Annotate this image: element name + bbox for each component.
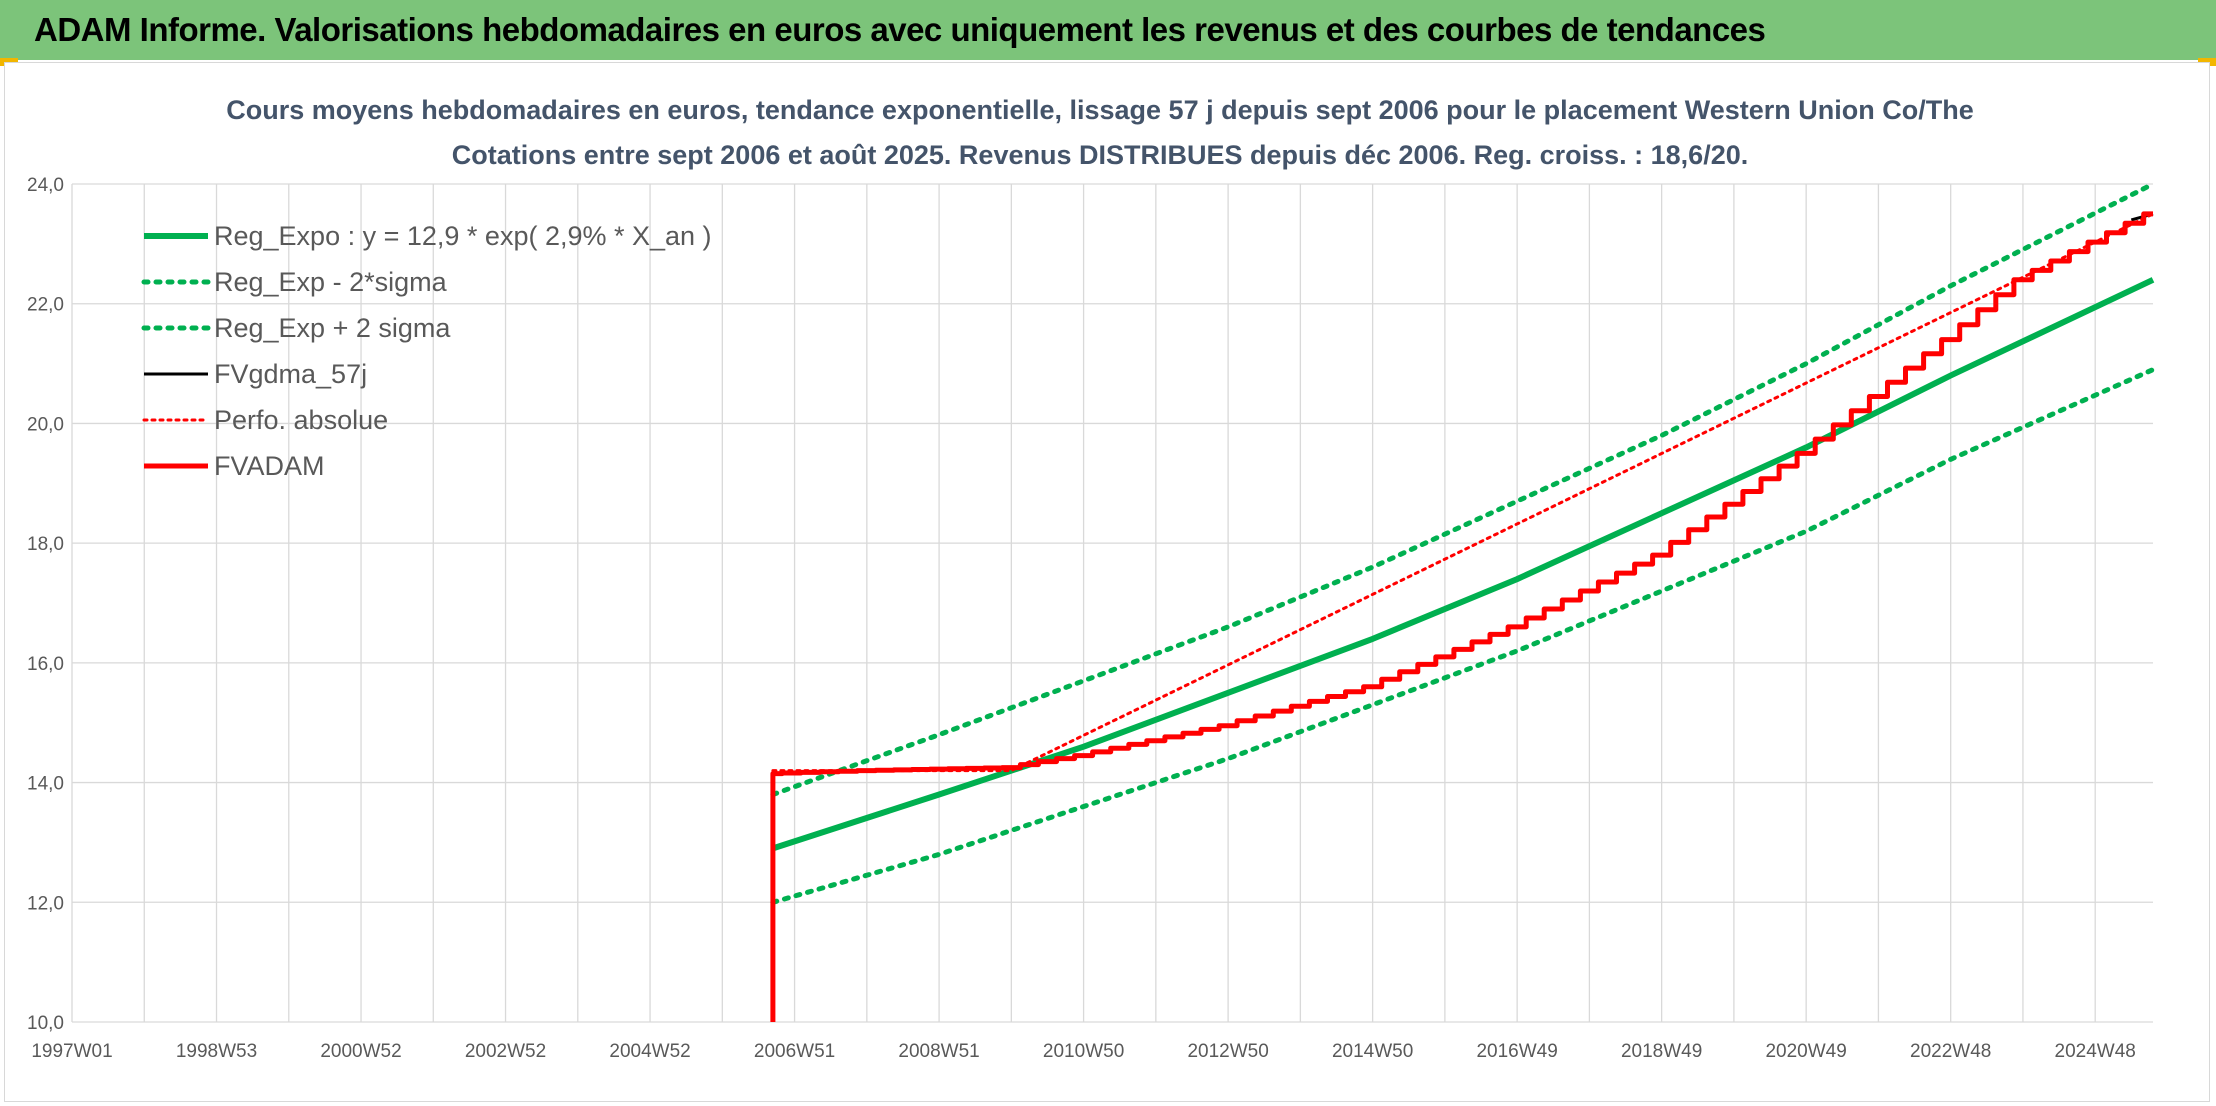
legend-label-5: FVADAM — [214, 451, 325, 481]
series-line-0 — [771, 277, 2155, 852]
axes: 10,0 12,0 14,0 16,0 18,0 20,0 22,0 24,0 1997W01 1… — [27, 175, 2136, 1062]
y-tick-label: 16,0 — [27, 654, 64, 675]
x-tick-label: 2016W49 — [1476, 1041, 1557, 1062]
y-tick-label: 14,0 — [27, 774, 64, 795]
x-tick-label: 2006W51 — [754, 1041, 835, 1062]
legend: Reg_Expo : y = 12,9 * exp( 2,9% * X_an )… — [141, 221, 712, 481]
x-tick-label: 2000W52 — [320, 1041, 401, 1062]
x-tick-label: 2002W52 — [465, 1041, 546, 1062]
y-tick-label: 12,0 — [27, 893, 64, 914]
x-tick-label: 2008W51 — [898, 1041, 979, 1062]
chart-title-line-1: Cours moyens hebdomadaires en euros, ten… — [226, 95, 1974, 125]
x-tick-label: 1997W01 — [31, 1041, 112, 1062]
x-tick-label: 2018W49 — [1621, 1041, 1702, 1062]
header-banner: ADAM Informe. Valorisations hebdomadaire… — [0, 0, 2216, 60]
series-line-2 — [770, 181, 2156, 797]
x-tick-label: 2004W52 — [609, 1041, 690, 1062]
x-tick-label: 2024W48 — [2055, 1041, 2136, 1062]
legend-label-3: FVgdma_57j — [214, 359, 367, 389]
series-layer — [770, 181, 2156, 1022]
legend-label-4: Perfo. absolue — [214, 405, 388, 435]
chart-title-line-2: Cotations entre sept 2006 et août 2025. … — [452, 140, 1749, 170]
grid — [71, 183, 2153, 1023]
series-line-4 — [771, 212, 2155, 773]
banner-title: ADAM Informe. Valorisations hebdomadaire… — [34, 11, 1766, 48]
legend-label-0: Reg_Expo : y = 12,9 * exp( 2,9% * X_an ) — [214, 221, 712, 251]
series-line-1 — [770, 367, 2156, 905]
y-tick-label: 24,0 — [27, 175, 64, 196]
y-tick-label: 22,0 — [27, 295, 64, 316]
x-tick-label: 2012W50 — [1187, 1041, 1268, 1062]
x-tick-label: 2022W48 — [1910, 1041, 1991, 1062]
chart-area — [4, 62, 2210, 1102]
y-tick-label: 20,0 — [27, 414, 64, 435]
x-tick-label: 2014W50 — [1332, 1041, 1413, 1062]
x-tick-label: 2020W49 — [1765, 1041, 1846, 1062]
y-tick-label: 10,0 — [27, 1013, 64, 1034]
legend-label-2: Reg_Exp + 2 sigma — [214, 313, 451, 343]
x-tick-label: 2010W50 — [1043, 1041, 1124, 1062]
y-tick-label: 18,0 — [27, 534, 64, 555]
series-line-5 — [770, 211, 2153, 1022]
legend-label-1: Reg_Exp - 2*sigma — [214, 267, 448, 297]
x-tick-label: 1998W53 — [176, 1041, 257, 1062]
